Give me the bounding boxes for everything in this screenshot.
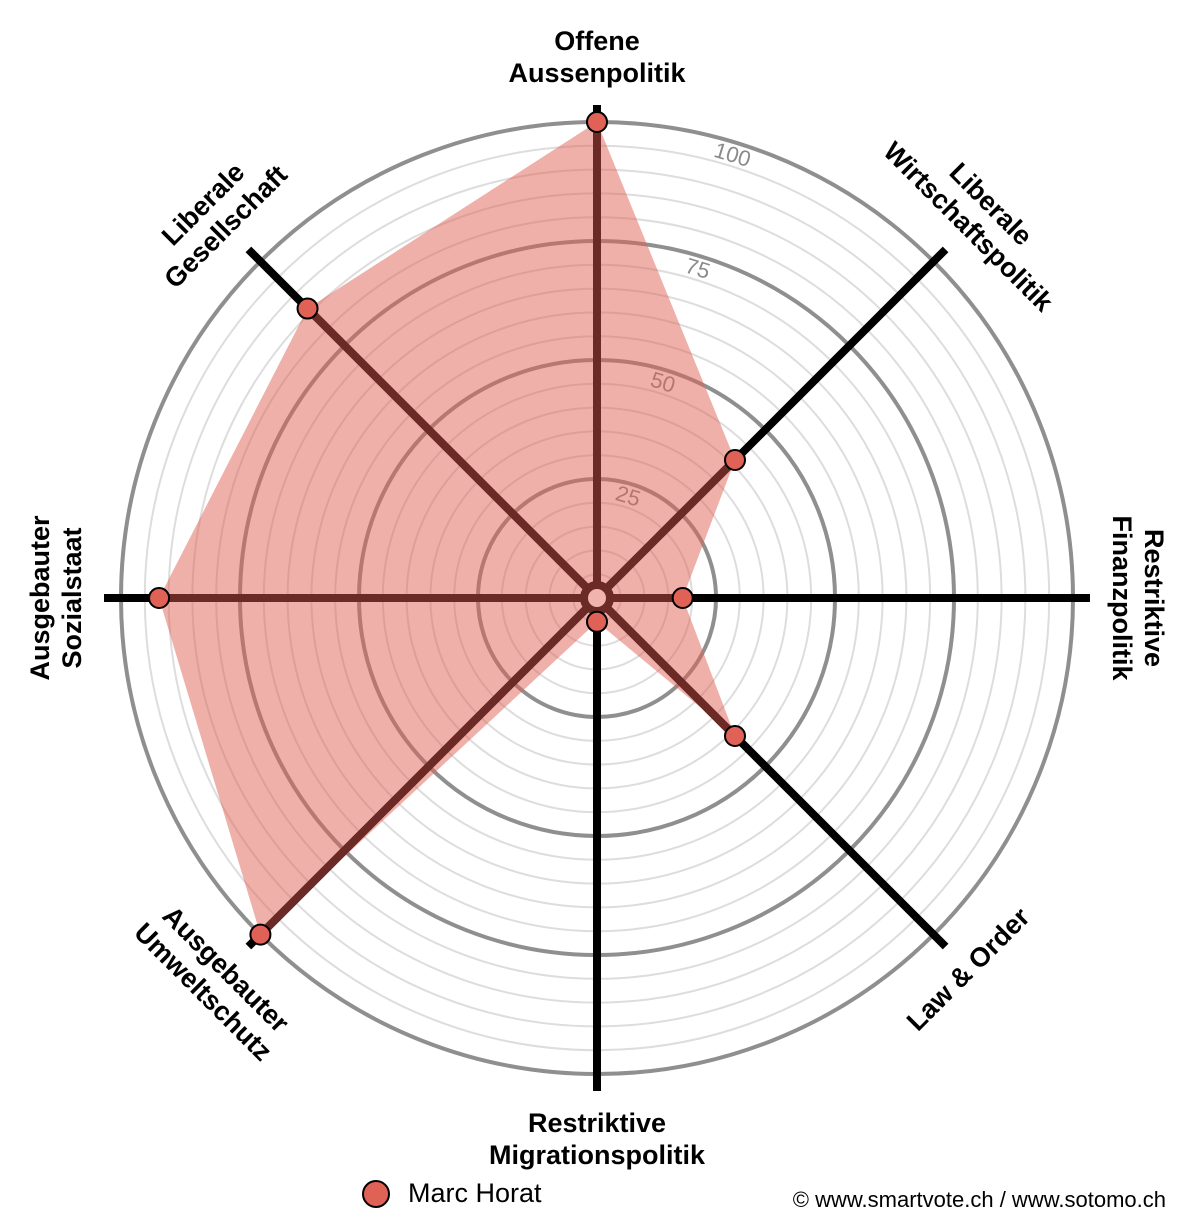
- center-ring: [580, 581, 614, 615]
- series-value-line: [594, 457, 738, 601]
- axis-label-line: Offene: [554, 26, 640, 56]
- axis-label-line: Migrationspolitik: [489, 1140, 706, 1170]
- tick-label: 100: [711, 137, 753, 172]
- series-value-line: [257, 595, 600, 938]
- data-point: [723, 449, 746, 472]
- legend-label: Marc Horat: [408, 1178, 542, 1208]
- axis-label: Ausgebauter Sozialstaat: [25, 515, 87, 681]
- series-value-line: [594, 595, 738, 739]
- axis-label-line: Ausgebauter: [25, 515, 55, 681]
- data-point: [148, 587, 171, 609]
- axis-label-line: Restriktive: [528, 1108, 666, 1138]
- series-value-line: [304, 305, 600, 601]
- data-point: [586, 610, 608, 633]
- axis-label-line: Sozialstaat: [57, 527, 87, 668]
- axis-label-line: Restriktive: [1139, 529, 1169, 667]
- credit-text: © www.smartvote.ch / www.sotomo.ch: [792, 1187, 1166, 1212]
- data-point: [723, 724, 746, 747]
- axis-label-line: Aussenpolitik: [508, 58, 686, 88]
- series-value-lines: [159, 122, 738, 938]
- legend: Marc Horat: [362, 1178, 542, 1209]
- data-point: [586, 111, 608, 133]
- data-point: [296, 297, 319, 320]
- legend-marker: [362, 1179, 390, 1208]
- axis-label-line: Finanzpolitik: [1107, 516, 1137, 682]
- data-point: [671, 587, 694, 609]
- data-point: [249, 923, 272, 946]
- series-area: [159, 122, 735, 935]
